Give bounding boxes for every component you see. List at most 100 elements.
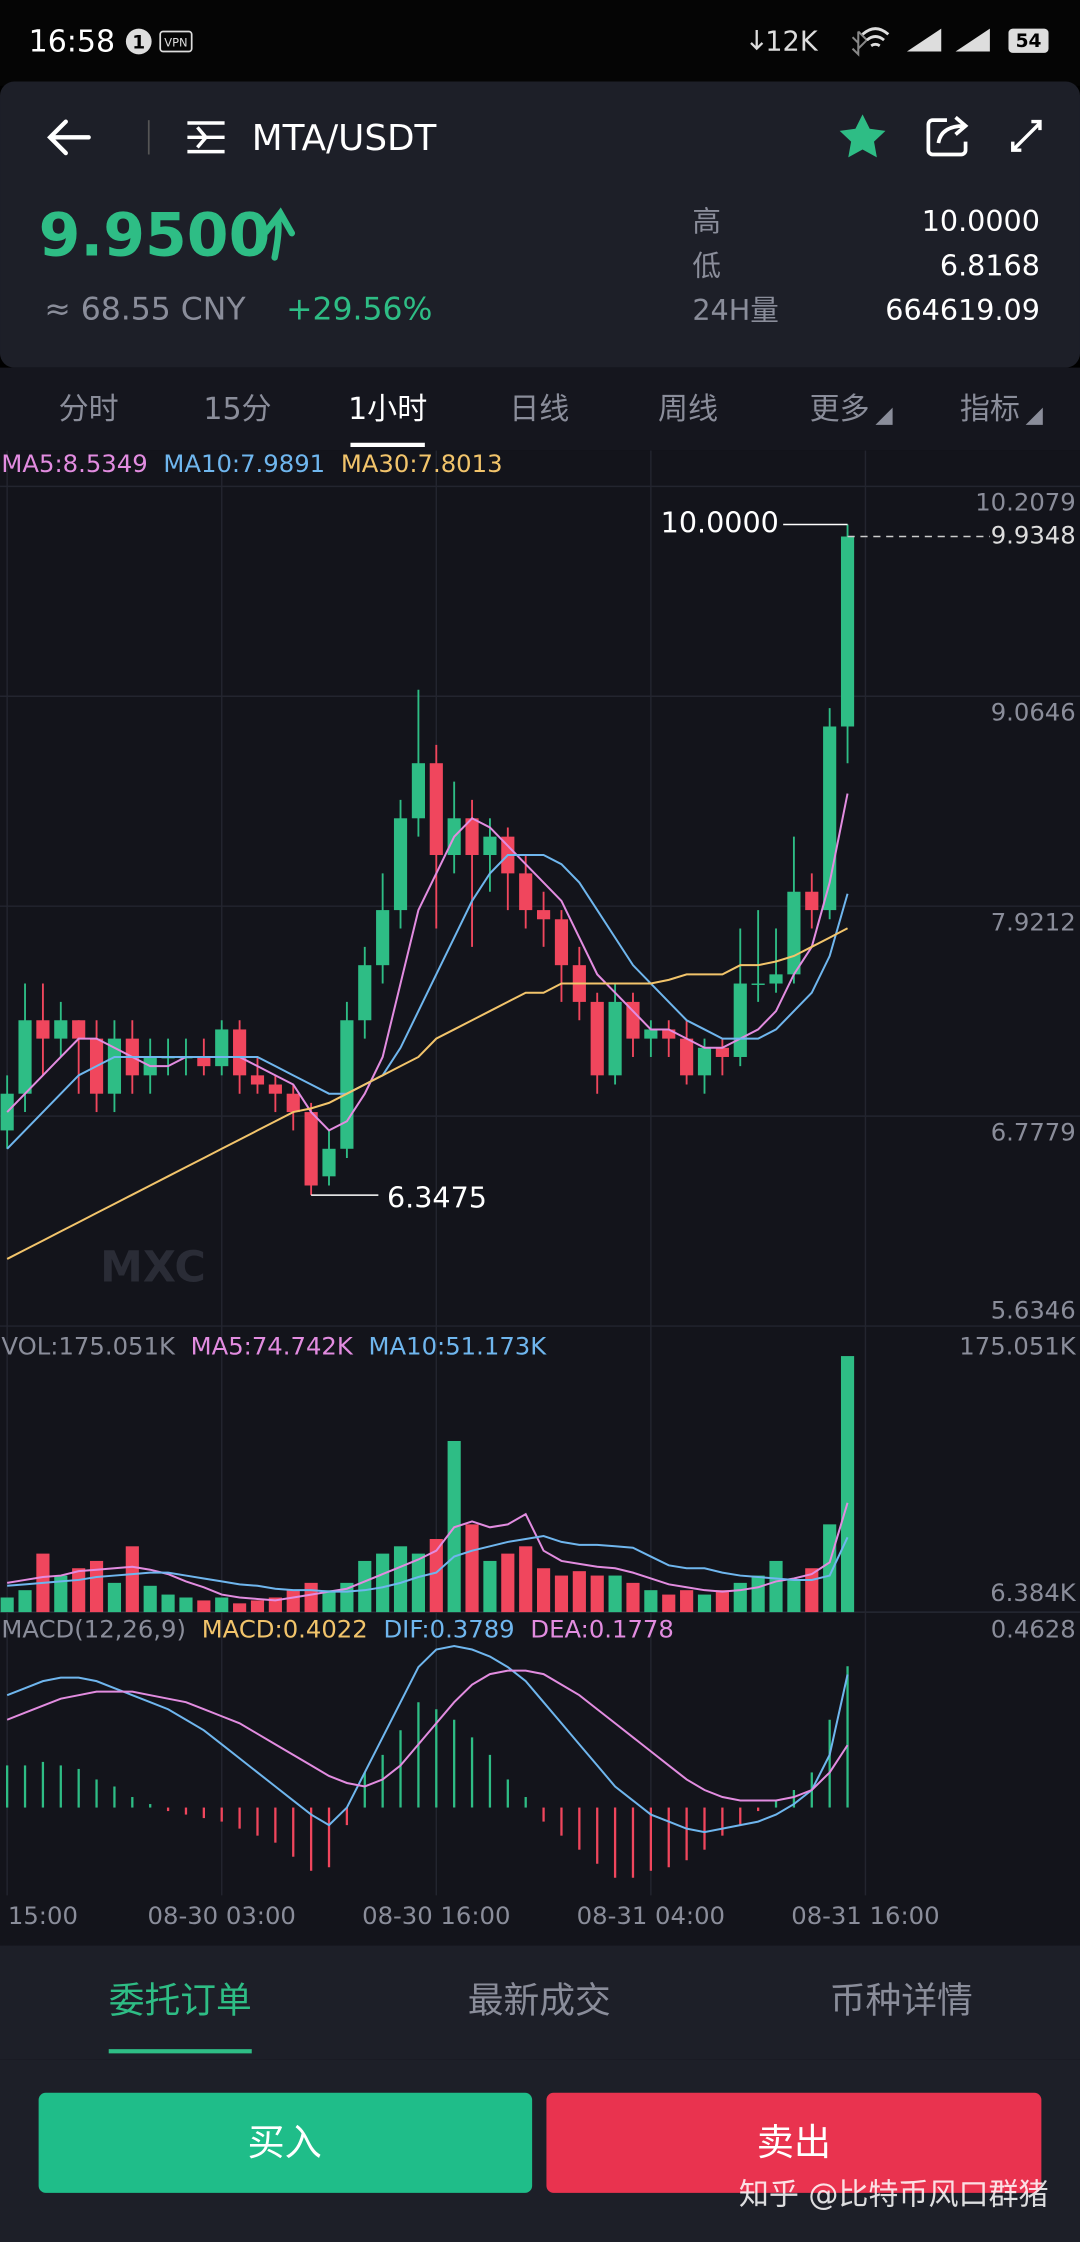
download-icon (750, 30, 764, 51)
chart-panel (0, 450, 1080, 1946)
x-tick-label: 08-31 04:00 (577, 1901, 725, 1930)
y-tick-label: 5.6346 (991, 1296, 1076, 1325)
watermark: 知乎 @比特币风口群猪 (739, 2177, 1049, 2212)
candle-body (429, 763, 443, 856)
candle-body (519, 873, 533, 911)
bottom-tab[interactable]: 最新成交 (468, 1981, 611, 2022)
volume-bar (233, 1603, 247, 1613)
cny-price: ≈ 68.55 CNY (44, 291, 246, 327)
y-tick-label: 10.2079 (975, 488, 1075, 517)
volume-tick-label: 175.051K (959, 1331, 1076, 1360)
volume-bar (429, 1538, 443, 1613)
candle-body (411, 763, 425, 819)
legend-entry: VOL:175.051K (1, 1331, 176, 1360)
volume-bar (626, 1582, 640, 1613)
candle-body (554, 919, 569, 966)
pair-title: MTA/USDT (252, 118, 437, 159)
volume-bar (554, 1575, 569, 1613)
ma-line (6, 1502, 849, 1602)
indicator-triangle (1025, 407, 1043, 425)
status-time: 16:58 (29, 24, 116, 59)
min-label: 6.3475 (387, 1180, 487, 1214)
favorite-star[interactable] (839, 114, 886, 158)
ma-line (7, 1535, 849, 1593)
volume-bar (644, 1590, 658, 1613)
candle-body (465, 818, 479, 856)
vpn-text: VPN (164, 35, 187, 49)
candle-body (197, 1056, 211, 1067)
volume-bar (590, 1575, 604, 1613)
candle-body (787, 891, 801, 975)
candle-body (107, 1038, 122, 1094)
volume-bar (89, 1560, 104, 1613)
sell-label: 卖出 (757, 2120, 831, 2164)
interval-tab[interactable]: 周线 (658, 392, 718, 427)
menu-button[interactable] (187, 121, 225, 154)
candle-body (215, 1029, 229, 1067)
volume-bar (107, 1582, 122, 1613)
interval-tab[interactable]: 指标 (960, 392, 1020, 427)
volume-bar (608, 1575, 622, 1613)
candle-body (483, 836, 497, 856)
buy-label: 买入 (247, 2120, 321, 2164)
sell-button[interactable] (546, 2092, 1042, 2193)
y-tick-label: 6.7779 (991, 1117, 1076, 1146)
volume-bar (197, 1600, 211, 1613)
volume-bar (697, 1594, 712, 1613)
volume-bar (501, 1553, 515, 1613)
volume-bar (662, 1594, 676, 1613)
legend-entry: MA30:7.8013 (341, 449, 503, 478)
volume-bar (143, 1585, 157, 1613)
volume-bar (715, 1590, 729, 1613)
share-button[interactable] (926, 115, 969, 157)
legend-entry: MA10:7.9891 (163, 449, 325, 478)
candle-body (322, 1148, 336, 1177)
price-change: +29.56% (286, 291, 432, 327)
back-button[interactable] (47, 119, 91, 156)
buy-button[interactable] (38, 2092, 533, 2193)
interval-tab[interactable]: 1小时 (348, 392, 427, 427)
candle-body (769, 974, 783, 984)
volume-bar (787, 1579, 801, 1613)
volume-bar (358, 1560, 372, 1613)
stat-value: 6.8168 (940, 248, 1040, 282)
volume-bar (519, 1546, 533, 1613)
interval-tab[interactable]: 15分 (203, 392, 271, 427)
volume-bar (465, 1524, 479, 1613)
notification-badge (125, 28, 152, 55)
fullscreen-button[interactable] (1011, 119, 1042, 152)
volume-bar (0, 1597, 14, 1613)
interval-tab[interactable]: 更多 (810, 392, 870, 427)
volume-bar (215, 1597, 229, 1613)
ma-line (6, 1669, 849, 1802)
header-panel (0, 81, 1080, 368)
network-speed: 12K (765, 26, 819, 57)
candle-body (36, 1020, 50, 1039)
candle-body (662, 1029, 676, 1039)
vpn-icon (159, 30, 193, 53)
stat-value: 10.0000 (922, 204, 1040, 238)
bottom-tab[interactable]: 委托订单 (109, 1981, 252, 2022)
stat-label: 低 (692, 248, 721, 282)
y-tick-label: 9.0646 (991, 697, 1076, 726)
legend-entry: MA5:74.742K (191, 1331, 354, 1360)
volume-bar (411, 1553, 425, 1613)
volume-bar (304, 1582, 318, 1613)
notification-count: 1 (132, 32, 145, 53)
interval-tab[interactable]: 日线 (509, 392, 569, 427)
y-tick-label: 7.9212 (991, 907, 1076, 936)
candle-body (733, 983, 747, 1057)
volume-bar (572, 1571, 586, 1613)
candle-body (268, 1084, 282, 1094)
candle-body (697, 1047, 712, 1076)
bottom-tab[interactable]: 币种详情 (830, 1981, 973, 2022)
volume-bar (54, 1575, 68, 1613)
candle-body (608, 1001, 622, 1076)
x-tick-label: 08-30 03:00 (148, 1901, 296, 1930)
volume-bar (823, 1524, 837, 1613)
ma-line (6, 793, 849, 1132)
volume-bar (125, 1546, 139, 1613)
stat-label: 24H量 (692, 293, 778, 327)
interval-tab[interactable]: 分时 (59, 392, 119, 427)
